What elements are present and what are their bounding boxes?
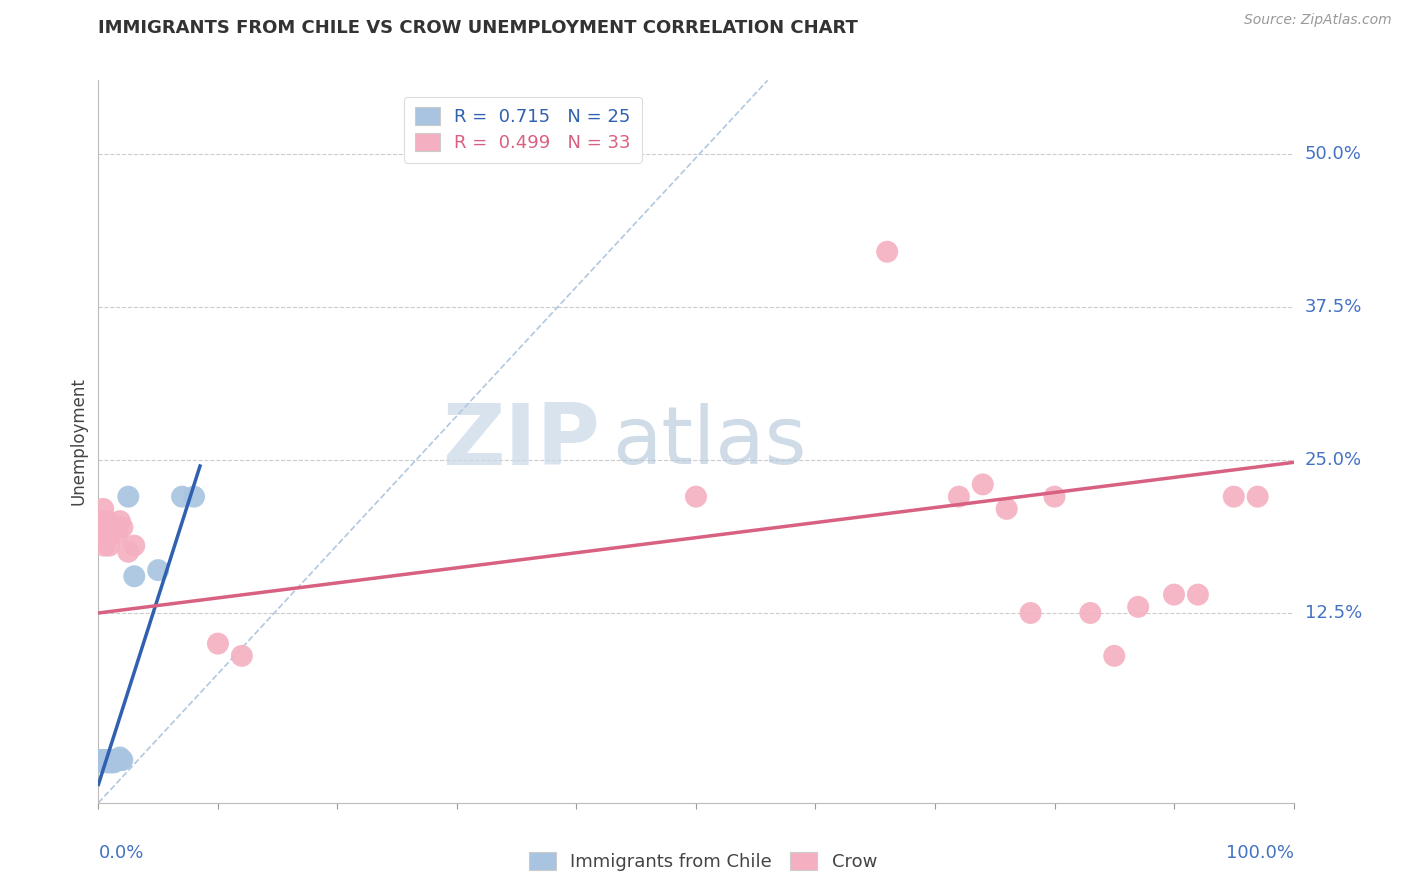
Point	[91, 502, 114, 516]
Point	[101, 753, 124, 767]
Point	[231, 648, 253, 663]
Text: Source: ZipAtlas.com: Source: ZipAtlas.com	[1244, 13, 1392, 28]
Point	[1163, 588, 1185, 602]
Text: 25.0%: 25.0%	[1305, 451, 1362, 469]
Point	[101, 520, 124, 534]
Point	[685, 490, 707, 504]
Point	[96, 756, 118, 770]
Point	[948, 490, 970, 504]
Point	[207, 637, 229, 651]
Point	[108, 750, 131, 764]
Point	[1223, 490, 1246, 504]
Point	[1247, 490, 1270, 504]
Point	[89, 753, 111, 767]
Point	[117, 490, 139, 504]
Point	[90, 514, 112, 528]
Legend: R =  0.715   N = 25, R =  0.499   N = 33: R = 0.715 N = 25, R = 0.499 N = 33	[404, 96, 641, 163]
Point	[972, 477, 994, 491]
Text: 12.5%: 12.5%	[1305, 604, 1362, 622]
Point	[91, 526, 114, 541]
Text: ZIP: ZIP	[443, 400, 600, 483]
Point	[1104, 648, 1126, 663]
Point	[995, 502, 1018, 516]
Point	[94, 753, 117, 767]
Point	[1080, 606, 1102, 620]
Point	[117, 545, 139, 559]
Point	[111, 753, 134, 767]
Point	[124, 539, 146, 553]
Text: 37.5%: 37.5%	[1305, 298, 1362, 316]
Point	[98, 756, 121, 770]
Text: 100.0%: 100.0%	[1226, 845, 1294, 863]
Point	[1043, 490, 1066, 504]
Point	[100, 756, 122, 770]
Point	[107, 753, 129, 767]
Point	[110, 753, 132, 767]
Point	[93, 753, 115, 767]
Text: atlas: atlas	[613, 402, 807, 481]
Point	[1187, 588, 1209, 602]
Y-axis label: Unemployment: Unemployment	[69, 377, 87, 506]
Point	[1128, 599, 1150, 614]
Point	[94, 514, 117, 528]
Point	[105, 753, 128, 767]
Legend: Immigrants from Chile, Crow: Immigrants from Chile, Crow	[522, 846, 884, 879]
Point	[148, 563, 170, 577]
Point	[98, 753, 122, 767]
Point	[124, 569, 146, 583]
Point	[104, 753, 127, 767]
Point	[107, 753, 129, 767]
Point	[98, 526, 122, 541]
Text: 0.0%: 0.0%	[98, 845, 143, 863]
Point	[93, 539, 115, 553]
Point	[91, 753, 114, 767]
Point	[103, 756, 125, 770]
Point	[104, 520, 127, 534]
Point	[876, 244, 898, 259]
Point	[90, 753, 112, 767]
Point	[97, 514, 120, 528]
Text: 50.0%: 50.0%	[1305, 145, 1361, 162]
Point	[107, 526, 129, 541]
Point	[183, 490, 205, 504]
Point	[89, 514, 111, 528]
Point	[1019, 606, 1042, 620]
Point	[98, 539, 121, 553]
Point	[172, 490, 194, 504]
Point	[96, 526, 118, 541]
Point	[97, 753, 120, 767]
Point	[108, 514, 131, 528]
Point	[91, 756, 114, 770]
Text: IMMIGRANTS FROM CHILE VS CROW UNEMPLOYMENT CORRELATION CHART: IMMIGRANTS FROM CHILE VS CROW UNEMPLOYME…	[98, 19, 858, 37]
Point	[111, 520, 134, 534]
